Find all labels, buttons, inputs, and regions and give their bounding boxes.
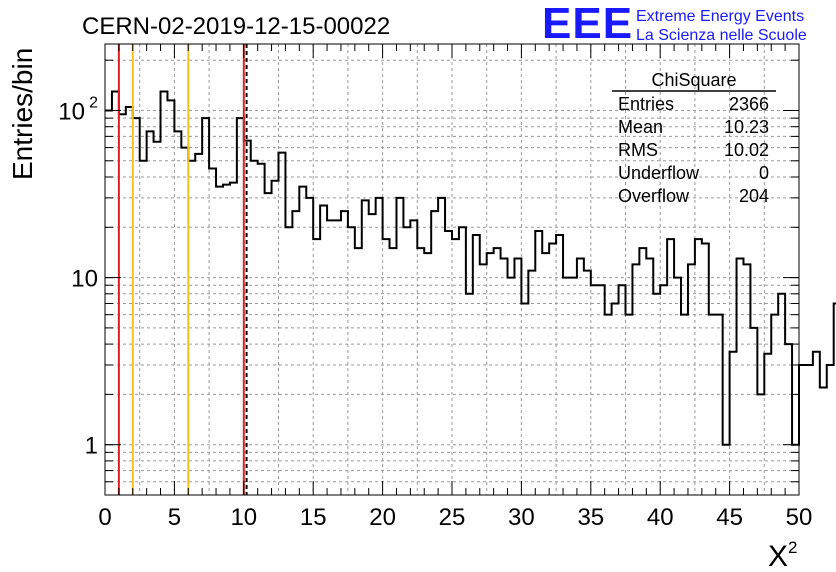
- x-axis-label-main: X: [768, 540, 788, 572]
- stats-row-value: 10.02: [724, 140, 769, 160]
- x-tick-label: 5: [168, 504, 181, 531]
- x-tick-label: 0: [98, 504, 111, 531]
- stats-box: ChiSquare Entries 2366 Mean 10.23 RMS 10.02 Un…: [612, 70, 776, 206]
- stats-row-label: Underflow: [618, 163, 700, 183]
- x-tick-label: 50: [786, 504, 813, 531]
- stats-row-value: 10.23: [724, 117, 769, 137]
- y-tick-label: 1: [85, 433, 98, 460]
- x-tick-label: 20: [369, 504, 396, 531]
- stats-box-rows: Entries 2366 Mean 10.23 RMS 10.02 Underflow 0 Ov…: [618, 94, 769, 206]
- y-axis-label: Entries/bin: [7, 48, 38, 180]
- histogram: [105, 90, 836, 446]
- x-tick-label: 10: [230, 504, 257, 531]
- x-tick-label: 40: [647, 504, 674, 531]
- y-tick-label-exponent: 2: [89, 94, 98, 111]
- stats-row-value: 0: [759, 163, 769, 183]
- x-tick-label: 15: [300, 504, 327, 531]
- stats-box-title: ChiSquare: [651, 70, 736, 90]
- x-tick-label: 30: [508, 504, 535, 531]
- histogram-outline: [105, 90, 836, 446]
- reference-lines: [117, 44, 248, 495]
- eee-logo: EEE Extreme Energy Events La Scienza nel…: [542, 0, 807, 48]
- x-axis-label-sup: 2: [788, 538, 797, 557]
- eee-logo-mark: EEE: [542, 0, 633, 48]
- stats-row-value: 2366: [729, 94, 769, 114]
- grid: [105, 44, 799, 495]
- x-tick-label: 35: [577, 504, 604, 531]
- y-tick-label: 10: [58, 98, 85, 125]
- chart-title: CERN-02-2019-12-15-00022: [82, 13, 390, 40]
- eee-logo-line1: Extreme Energy Events: [636, 8, 804, 25]
- stats-row-label: Overflow: [618, 186, 690, 206]
- x-axis-label: X2: [768, 538, 797, 572]
- stats-row-label: RMS: [618, 140, 658, 160]
- eee-logo-line2: La Scienza nelle Scuole: [636, 27, 807, 44]
- x-tick-label: 25: [439, 504, 466, 531]
- stats-row-label: Entries: [618, 94, 674, 114]
- stats-row-value: 204: [739, 186, 769, 206]
- y-tick-label: 10: [71, 266, 98, 293]
- stats-row-label: Mean: [618, 117, 663, 137]
- x-tick-label: 45: [716, 504, 743, 531]
